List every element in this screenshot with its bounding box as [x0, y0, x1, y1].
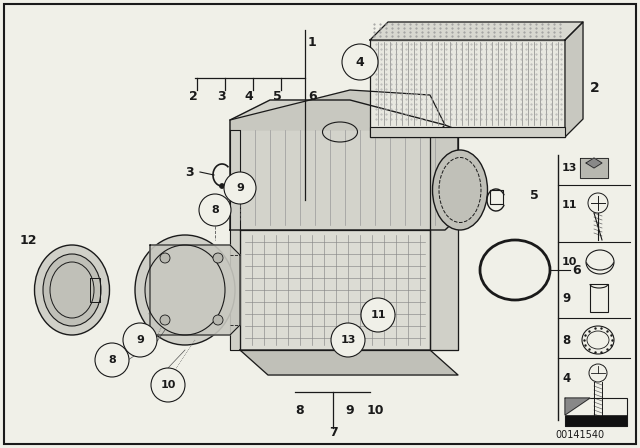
Text: 10: 10	[562, 257, 577, 267]
Circle shape	[213, 315, 223, 325]
Text: 7: 7	[328, 426, 337, 439]
Polygon shape	[230, 90, 445, 130]
Text: 6: 6	[572, 263, 580, 276]
Polygon shape	[370, 22, 583, 40]
Text: 4: 4	[562, 371, 570, 384]
Circle shape	[213, 253, 223, 263]
Polygon shape	[586, 158, 602, 168]
Text: 4: 4	[244, 90, 253, 103]
Text: 3: 3	[217, 90, 225, 103]
Polygon shape	[565, 398, 590, 415]
Text: 8: 8	[108, 355, 116, 365]
Circle shape	[342, 44, 378, 80]
Text: 5: 5	[530, 189, 539, 202]
Text: 5: 5	[273, 90, 282, 103]
Polygon shape	[240, 230, 430, 350]
Bar	[565, 398, 627, 426]
Text: 6: 6	[308, 90, 317, 103]
Text: 8: 8	[562, 333, 570, 346]
Text: 1: 1	[308, 35, 317, 48]
Text: 3: 3	[185, 165, 194, 178]
Text: 9: 9	[562, 292, 570, 305]
Text: 2: 2	[590, 81, 600, 95]
Text: 12: 12	[20, 233, 38, 246]
Text: 10: 10	[366, 404, 384, 417]
Circle shape	[160, 315, 170, 325]
Circle shape	[331, 323, 365, 357]
Ellipse shape	[433, 150, 488, 230]
Ellipse shape	[145, 245, 225, 335]
Polygon shape	[565, 22, 583, 137]
Bar	[370, 40, 565, 137]
Bar	[590, 284, 608, 312]
Bar	[370, 127, 565, 137]
Circle shape	[199, 194, 231, 226]
Text: 4: 4	[356, 56, 364, 69]
Text: 9: 9	[136, 335, 144, 345]
Text: 13: 13	[340, 335, 356, 345]
Text: 11: 11	[371, 310, 386, 320]
Bar	[565, 415, 627, 426]
Text: 2: 2	[189, 90, 197, 103]
Polygon shape	[580, 158, 608, 178]
Polygon shape	[230, 130, 240, 350]
Polygon shape	[230, 100, 458, 230]
Ellipse shape	[135, 235, 235, 345]
Circle shape	[160, 253, 170, 263]
Text: 10: 10	[160, 380, 176, 390]
Ellipse shape	[35, 245, 109, 335]
Text: 11: 11	[562, 200, 577, 210]
Circle shape	[220, 184, 225, 189]
Circle shape	[361, 298, 395, 332]
Circle shape	[224, 172, 256, 204]
Circle shape	[151, 368, 185, 402]
Text: 8: 8	[211, 205, 219, 215]
Text: 13: 13	[562, 163, 577, 173]
Circle shape	[95, 343, 129, 377]
Text: 00141540: 00141540	[556, 430, 605, 440]
Text: 8: 8	[296, 404, 304, 417]
Circle shape	[123, 323, 157, 357]
Polygon shape	[240, 350, 458, 375]
Text: 9: 9	[236, 183, 244, 193]
Ellipse shape	[43, 254, 101, 326]
Text: 9: 9	[346, 404, 355, 417]
Polygon shape	[430, 130, 458, 350]
Polygon shape	[150, 245, 240, 335]
